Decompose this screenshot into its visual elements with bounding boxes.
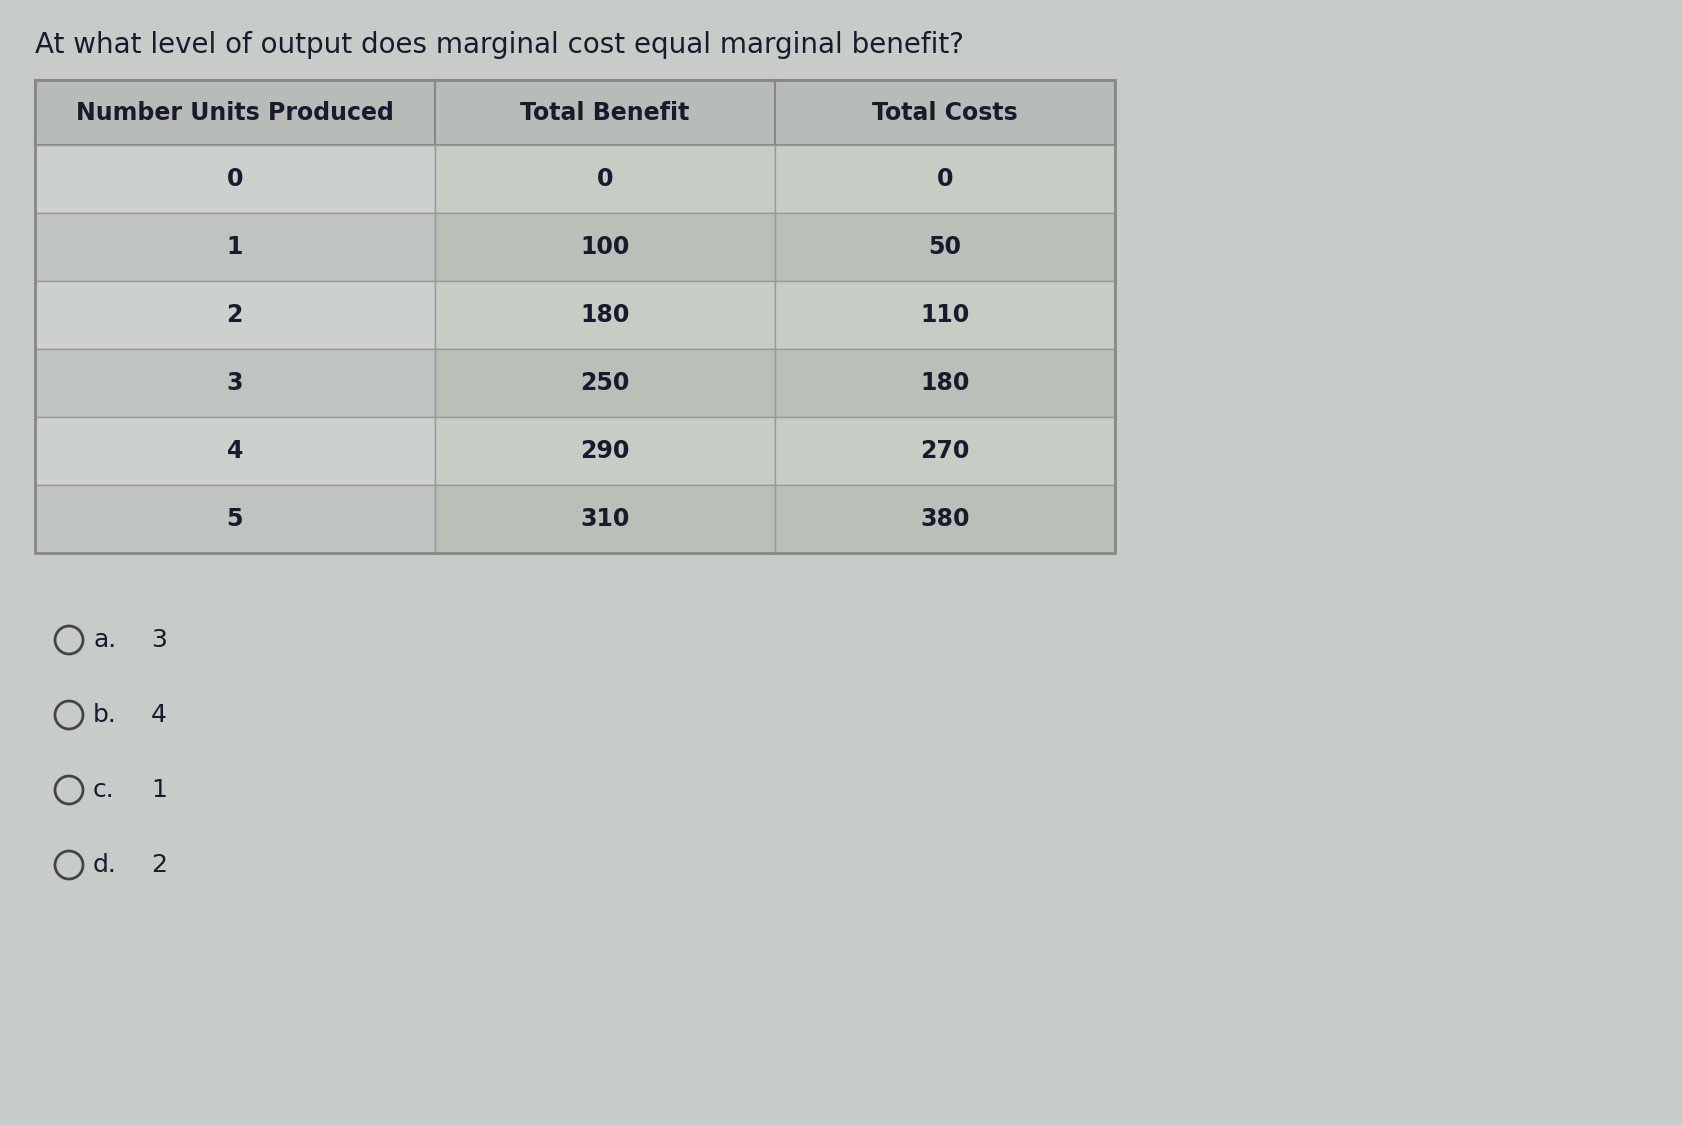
Text: a.: a. (93, 628, 116, 652)
Text: Total Costs: Total Costs (871, 100, 1018, 125)
Text: 380: 380 (920, 507, 969, 531)
Text: 180: 180 (580, 303, 629, 327)
Text: 100: 100 (580, 235, 629, 259)
Text: 310: 310 (580, 507, 629, 531)
Bar (774, 349, 1115, 417)
Text: 290: 290 (580, 439, 629, 463)
Text: 0: 0 (227, 166, 242, 191)
Text: Total Benefit: Total Benefit (520, 100, 690, 125)
Bar (434, 485, 774, 554)
Bar (35, 485, 434, 554)
Text: 0: 0 (595, 166, 612, 191)
Bar (434, 281, 774, 349)
Text: 4: 4 (227, 439, 242, 463)
Bar (434, 349, 774, 417)
Text: 4: 4 (151, 703, 167, 727)
Bar (35, 213, 434, 281)
Text: 1: 1 (151, 778, 167, 802)
Text: 0: 0 (937, 166, 952, 191)
Text: 3: 3 (151, 628, 167, 652)
Bar (774, 485, 1115, 554)
Text: b.: b. (93, 703, 116, 727)
Bar (434, 145, 774, 213)
Bar (434, 213, 774, 281)
Text: d.: d. (93, 853, 116, 878)
Text: 1: 1 (227, 235, 242, 259)
Text: 50: 50 (928, 235, 960, 259)
Bar (774, 417, 1115, 485)
Bar (774, 80, 1115, 145)
Bar (35, 281, 434, 349)
Bar (35, 349, 434, 417)
Bar (35, 80, 1115, 554)
Text: Number Units Produced: Number Units Produced (76, 100, 394, 125)
Bar (774, 213, 1115, 281)
Text: 270: 270 (920, 439, 969, 463)
Text: 110: 110 (920, 303, 969, 327)
Bar (434, 80, 774, 145)
Text: 2: 2 (227, 303, 242, 327)
Text: 180: 180 (920, 371, 969, 395)
Bar (35, 80, 434, 145)
Bar (774, 281, 1115, 349)
Text: c.: c. (93, 778, 114, 802)
Text: At what level of output does marginal cost equal marginal benefit?: At what level of output does marginal co… (35, 32, 964, 58)
Bar (35, 145, 434, 213)
Text: 250: 250 (580, 371, 629, 395)
Bar (434, 417, 774, 485)
Text: 2: 2 (151, 853, 167, 878)
Text: 3: 3 (227, 371, 242, 395)
Bar (35, 417, 434, 485)
Text: 5: 5 (227, 507, 242, 531)
Bar (774, 145, 1115, 213)
